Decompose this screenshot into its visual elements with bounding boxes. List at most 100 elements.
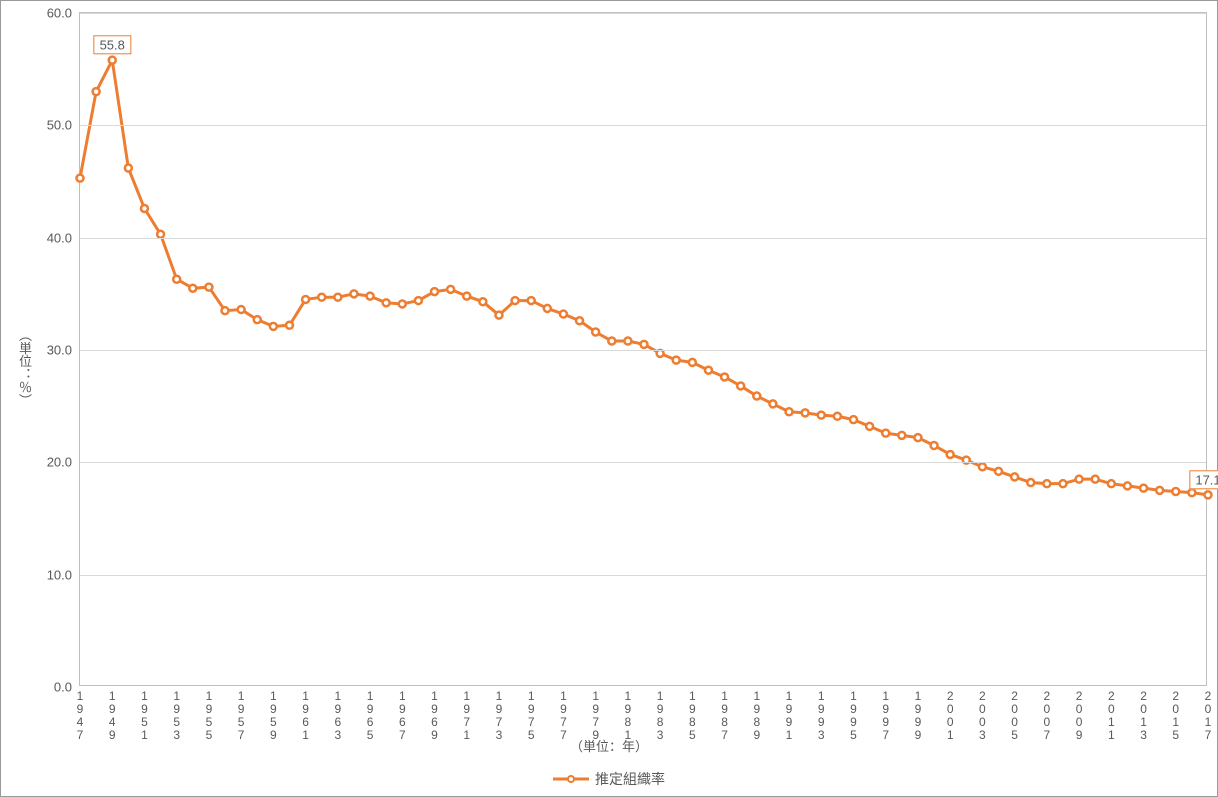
data-marker: [544, 305, 551, 312]
data-marker: [125, 165, 132, 172]
plot-area: 0.010.020.030.040.050.060.01947194919511…: [79, 12, 1207, 686]
data-marker: [189, 285, 196, 292]
data-marker: [222, 307, 229, 314]
x-axis-title: （単位：年）: [570, 736, 648, 755]
data-marker: [1205, 491, 1212, 498]
xtick-label: 1951: [137, 685, 151, 741]
legend-marker-icon: [567, 775, 575, 783]
data-marker: [1092, 476, 1099, 483]
data-marker: [624, 338, 631, 345]
xtick-label: 1977: [556, 685, 570, 741]
data-marker: [1076, 476, 1083, 483]
xtick-label: 2015: [1169, 685, 1183, 741]
xtick-label: 2011: [1104, 685, 1118, 741]
data-marker: [898, 432, 905, 439]
data-marker: [334, 294, 341, 301]
ytick-label: 60.0: [47, 6, 80, 21]
ytick-label: 30.0: [47, 343, 80, 358]
xtick-label: 1953: [170, 685, 184, 741]
xtick-label: 1961: [299, 685, 313, 741]
data-marker: [786, 408, 793, 415]
xtick-label: 1973: [492, 685, 506, 741]
xtick-label: 2007: [1040, 685, 1054, 741]
ytick-label: 40.0: [47, 230, 80, 245]
data-marker: [995, 468, 1002, 475]
data-marker: [866, 423, 873, 430]
data-marker: [979, 463, 986, 470]
data-marker: [802, 409, 809, 416]
data-marker: [1124, 482, 1131, 489]
data-marker: [431, 288, 438, 295]
xtick-label: 1955: [202, 685, 216, 741]
gridline: [80, 462, 1206, 463]
xtick-label: 1991: [782, 685, 796, 741]
data-marker: [882, 430, 889, 437]
data-marker: [931, 442, 938, 449]
data-marker: [447, 286, 454, 293]
data-marker: [318, 294, 325, 301]
data-marker: [238, 306, 245, 313]
data-marker: [350, 290, 357, 297]
data-marker: [576, 317, 583, 324]
xtick-label: 1983: [653, 685, 667, 741]
data-marker: [173, 276, 180, 283]
data-marker: [528, 297, 535, 304]
data-marker: [737, 382, 744, 389]
data-marker: [560, 311, 567, 318]
data-marker: [818, 412, 825, 419]
data-marker: [512, 297, 519, 304]
xtick-label: 1993: [814, 685, 828, 741]
data-marker: [1108, 480, 1115, 487]
data-marker: [914, 434, 921, 441]
data-marker: [367, 293, 374, 300]
data-marker: [286, 322, 293, 329]
gridline: [80, 575, 1206, 576]
data-marker: [495, 312, 502, 319]
data-marker: [834, 413, 841, 420]
xtick-label: 2013: [1137, 685, 1151, 741]
gridline: [80, 125, 1206, 126]
xtick-label: 1979: [589, 685, 603, 741]
xtick-label: 1997: [879, 685, 893, 741]
data-marker: [1059, 480, 1066, 487]
data-marker: [77, 175, 84, 182]
data-marker: [947, 451, 954, 458]
xtick-label: 2001: [943, 685, 957, 741]
data-marker: [383, 299, 390, 306]
data-marker: [1172, 488, 1179, 495]
xtick-label: 2009: [1072, 685, 1086, 741]
xtick-label: 1971: [460, 685, 474, 741]
data-marker: [1011, 473, 1018, 480]
ytick-label: 20.0: [47, 455, 80, 470]
data-marker: [109, 57, 116, 64]
data-marker: [608, 338, 615, 345]
data-marker: [205, 284, 212, 291]
data-marker: [302, 296, 309, 303]
xtick-label: 1947: [73, 685, 87, 741]
data-marker: [850, 416, 857, 423]
xtick-label: 1959: [266, 685, 280, 741]
xtick-label: 2017: [1201, 685, 1215, 741]
xtick-label: 1957: [234, 685, 248, 741]
y-axis-title: （単位：％）: [15, 328, 34, 406]
ytick-label: 10.0: [47, 567, 80, 582]
data-marker: [769, 400, 776, 407]
legend-line-icon: [553, 772, 589, 786]
gridline: [80, 13, 1206, 14]
data-marker: [415, 297, 422, 304]
xtick-label: 1949: [105, 685, 119, 741]
data-marker: [463, 293, 470, 300]
data-marker: [1156, 487, 1163, 494]
data-marker: [753, 393, 760, 400]
xtick-label: 1999: [911, 685, 925, 741]
data-label: 17.1: [1189, 470, 1218, 489]
xtick-label: 2003: [975, 685, 989, 741]
data-marker: [1188, 489, 1195, 496]
xtick-label: 1987: [718, 685, 732, 741]
data-marker: [93, 88, 100, 95]
data-marker: [254, 316, 261, 323]
xtick-label: 1969: [428, 685, 442, 741]
xtick-label: 2005: [1008, 685, 1022, 741]
xtick-label: 1965: [363, 685, 377, 741]
data-marker: [721, 373, 728, 380]
